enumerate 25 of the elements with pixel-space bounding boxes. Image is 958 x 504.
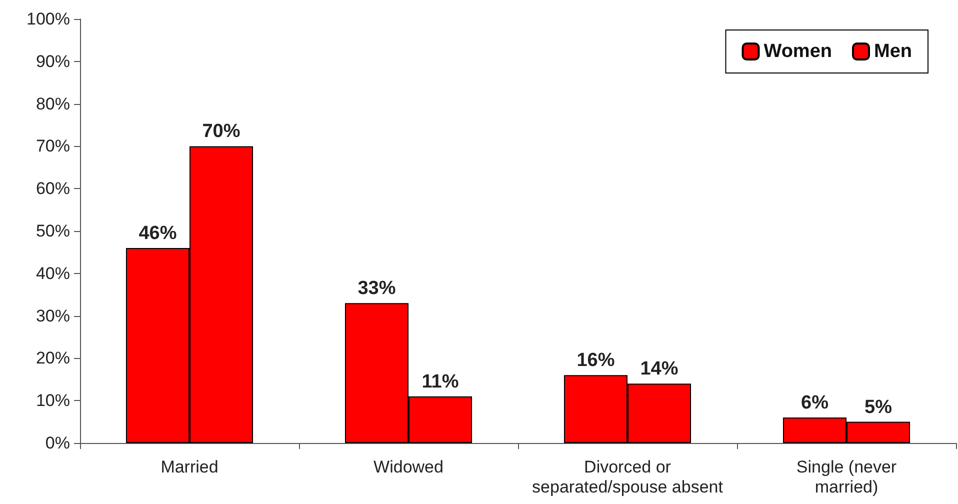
legend-label: Women <box>764 41 832 62</box>
y-tick-label: 50% <box>36 222 70 240</box>
x-tick-label: Divorced or separated/spouse absent <box>532 458 724 496</box>
y-tick-label: 100% <box>26 10 70 28</box>
data-label: 16% <box>576 350 615 372</box>
data-label: 14% <box>640 358 678 380</box>
data-label: 6% <box>801 392 829 414</box>
data-label: 5% <box>864 396 892 418</box>
data-label: 33% <box>358 278 396 300</box>
y-tick-label: 30% <box>36 306 70 326</box>
y-tick-label: 40% <box>36 264 70 283</box>
x-tick-label: Widowed <box>374 458 444 476</box>
data-label: 70% <box>202 121 240 142</box>
y-tick-label: 90% <box>36 52 70 71</box>
x-tick-label: Single (never married) <box>796 458 897 496</box>
y-tick-label: 10% <box>36 391 70 410</box>
y-tick-label: 0% <box>45 434 70 452</box>
y-tick-label: 20% <box>36 348 70 368</box>
data-label: 46% <box>138 222 177 244</box>
y-tick-label: 80% <box>36 94 70 114</box>
y-tick-label: 60% <box>36 179 70 198</box>
y-tick-label: 70% <box>36 136 70 156</box>
x-tick-label: Married <box>160 458 218 476</box>
legend-label: Men <box>874 41 912 62</box>
data-label: 11% <box>422 371 459 392</box>
